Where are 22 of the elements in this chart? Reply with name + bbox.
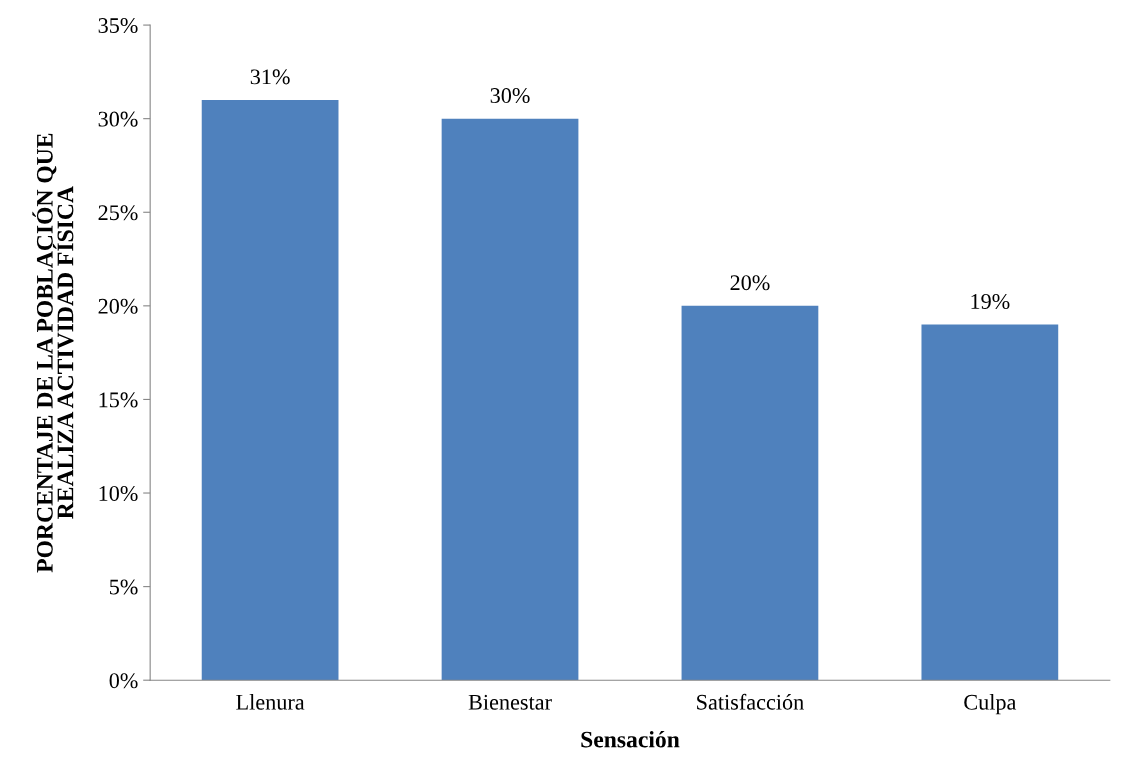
data-label: 19% (971, 293, 1010, 310)
data-label: 20% (730, 275, 770, 291)
data-label: 30% (490, 88, 530, 104)
bar (201, 99, 339, 681)
y-tick-label: 15% (99, 392, 138, 408)
y-tick-label: 5% (110, 579, 138, 595)
x-tick-label: Llenura (236, 694, 305, 710)
x-tick-label: Bienestar (468, 694, 552, 710)
data-label: 31% (250, 69, 290, 85)
x-axis-title: Sensación (581, 730, 680, 748)
bar (681, 305, 819, 681)
y-tick-label: 30% (98, 111, 138, 127)
y-tick-label: 20% (98, 298, 138, 314)
bar (441, 118, 579, 681)
x-tick-label: Culpa (964, 694, 1017, 715)
y-axis-title: PORCENTAJE DE LA POBLACIÓN QUE REALIZA ACTIVIDAD FÍSICA (32, 133, 74, 573)
y-tick-label: 25% (98, 205, 138, 221)
bar (921, 324, 1059, 681)
x-tick-label: Satisfacción (697, 693, 804, 710)
y-tick-label: 0% (109, 673, 138, 689)
y-tick-label: 10% (99, 485, 138, 502)
y-tick-label: 35% (98, 18, 138, 34)
